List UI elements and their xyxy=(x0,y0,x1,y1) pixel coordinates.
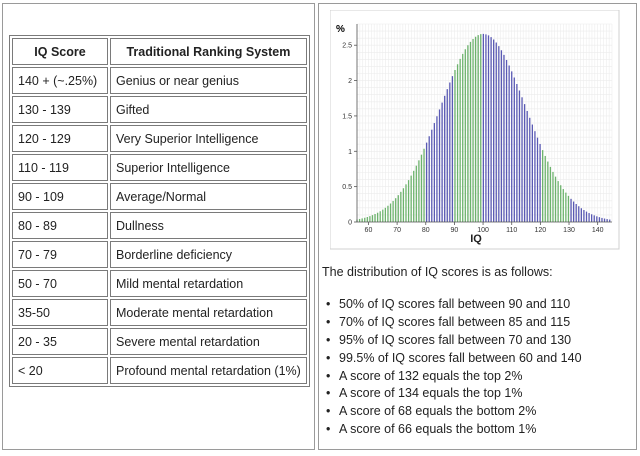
ranking-cell: Mild mental retardation xyxy=(110,270,307,297)
x-tick-label: 100 xyxy=(477,227,489,234)
table-header-row: IQ Score Traditional Ranking System xyxy=(12,38,307,65)
y-axis-label: % xyxy=(336,24,345,35)
x-tick-label: 110 xyxy=(506,227,517,234)
table-row: 20 - 35 Severe mental retardation xyxy=(12,328,307,355)
column-header-iq-score: IQ Score xyxy=(12,38,108,65)
y-tick-label: 0 xyxy=(348,220,352,227)
distribution-item: A score of 66 equals the bottom 1% xyxy=(322,421,582,439)
x-tick-label: 140 xyxy=(592,227,604,234)
iq-distribution-chart: 60 70 80 90 100 110 120 130 140 0 0.5 1 1.5 2 2.5 % IQ xyxy=(330,10,620,250)
x-tick-label: 80 xyxy=(422,227,430,234)
iq-score-cell: 70 - 79 xyxy=(12,241,108,268)
y-tick-label: 1.5 xyxy=(342,113,352,120)
x-tick-label: 60 xyxy=(365,227,373,234)
distribution-item: 70% of IQ scores fall between 85 and 115 xyxy=(322,314,582,332)
distribution-item: A score of 134 equals the top 1% xyxy=(322,385,582,403)
iq-score-cell: < 20 xyxy=(12,357,108,384)
y-tick-label: 2 xyxy=(348,78,352,85)
table-row: 35-50 Moderate mental retardation xyxy=(12,299,307,326)
distribution-item: 95% of IQ scores fall between 70 and 130 xyxy=(322,332,582,350)
chart-bars xyxy=(356,33,611,222)
left-panel: IQ Score Traditional Ranking System 140 … xyxy=(2,3,315,450)
ranking-cell: Dullness xyxy=(110,212,307,239)
ranking-cell: Moderate mental retardation xyxy=(110,299,307,326)
distribution-intro: The distribution of IQ scores is as foll… xyxy=(322,265,553,279)
ranking-cell: Average/Normal xyxy=(110,183,307,210)
x-tick-label: 130 xyxy=(563,227,575,234)
table-row: 130 - 139 Gifted xyxy=(12,96,307,123)
table-body: 140 + (~.25%) Genius or near genius 130 - … xyxy=(12,67,307,384)
iq-score-cell: 110 - 119 xyxy=(12,154,108,181)
iq-score-cell: 90 - 109 xyxy=(12,183,108,210)
iq-score-cell: 50 - 70 xyxy=(12,270,108,297)
distribution-item: 99.5% of IQ scores fall between 60 and 1… xyxy=(322,350,582,368)
x-tick-label: 70 xyxy=(393,227,401,234)
table-row: 120 - 129 Very Superior Intelligence xyxy=(12,125,307,152)
table-row: 50 - 70 Mild mental retardation xyxy=(12,270,307,297)
table-row: 90 - 109 Average/Normal xyxy=(12,183,307,210)
iq-score-cell: 35-50 xyxy=(12,299,108,326)
iq-ranking-table: IQ Score Traditional Ranking System 140 … xyxy=(9,35,310,387)
chart-grid xyxy=(356,23,613,223)
iq-score-cell: 120 - 129 xyxy=(12,125,108,152)
table-row: 80 - 89 Dullness xyxy=(12,212,307,239)
iq-score-cell: 80 - 89 xyxy=(12,212,108,239)
x-axis-label: IQ xyxy=(470,233,482,245)
ranking-cell: Genius or near genius xyxy=(110,67,307,94)
table-row: 110 - 119 Superior Intelligence xyxy=(12,154,307,181)
ranking-cell: Very Superior Intelligence xyxy=(110,125,307,152)
chart-axes: 60 70 80 90 100 110 120 130 140 0 0.5 1 1.5 2 2.5 xyxy=(342,24,612,234)
distribution-item: A score of 68 equals the bottom 2% xyxy=(322,403,582,421)
iq-score-cell: 20 - 35 xyxy=(12,328,108,355)
ranking-cell: Gifted xyxy=(110,96,307,123)
distribution-item: A score of 132 equals the top 2% xyxy=(322,368,582,386)
iq-score-cell: 130 - 139 xyxy=(12,96,108,123)
ranking-cell: Severe mental retardation xyxy=(110,328,307,355)
y-tick-label: 0.5 xyxy=(342,184,352,191)
y-tick-label: 1 xyxy=(348,149,352,156)
distribution-list: 50% of IQ scores fall between 90 and 110… xyxy=(322,296,582,439)
iq-score-cell: 140 + (~.25%) xyxy=(12,67,108,94)
ranking-cell: Borderline deficiency xyxy=(110,241,307,268)
x-tick-label: 120 xyxy=(535,227,547,234)
x-tick-label: 90 xyxy=(451,227,459,234)
y-tick-label: 2.5 xyxy=(342,43,352,50)
table-row: < 20 Profound mental retardation (1%) xyxy=(12,357,307,384)
column-header-ranking: Traditional Ranking System xyxy=(110,38,307,65)
table-row: 140 + (~.25%) Genius or near genius xyxy=(12,67,307,94)
distribution-item: 50% of IQ scores fall between 90 and 110 xyxy=(322,296,582,314)
table-row: 70 - 79 Borderline deficiency xyxy=(12,241,307,268)
ranking-cell: Superior Intelligence xyxy=(110,154,307,181)
ranking-cell: Profound mental retardation (1%) xyxy=(110,357,307,384)
